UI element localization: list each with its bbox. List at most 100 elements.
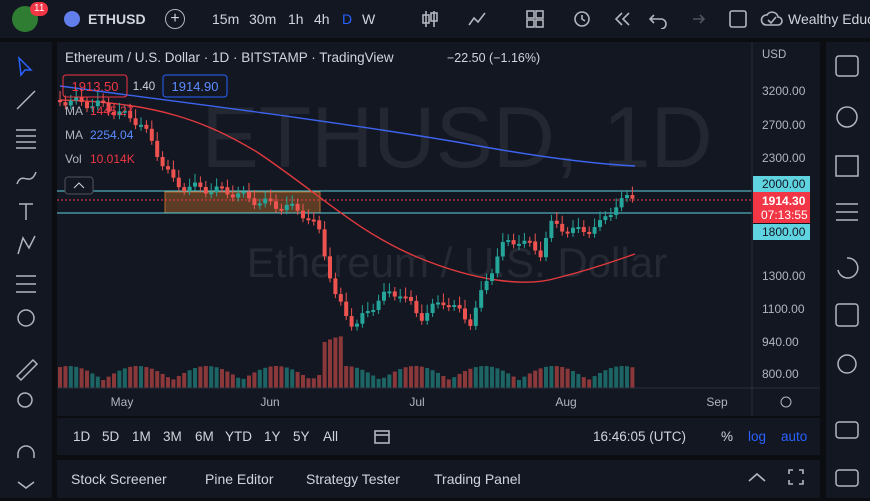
candle-body xyxy=(376,300,381,310)
chart-panel: ETHUSD, 1D Ethereum / U.S. Dollar Ethere… xyxy=(57,42,820,416)
range-button[interactable]: All xyxy=(323,429,339,444)
buy-box[interactable] xyxy=(162,74,228,98)
bottom-tab[interactable]: Strategy Tester xyxy=(306,471,400,487)
redo[interactable] xyxy=(686,9,706,29)
volume-bar xyxy=(560,367,565,388)
magnet-tool[interactable] xyxy=(17,445,35,458)
interval[interactable]: 4h xyxy=(314,11,330,27)
calendar[interactable] xyxy=(835,303,859,327)
expand-panel[interactable] xyxy=(747,470,767,486)
sell-box[interactable] xyxy=(62,74,128,98)
collapse-button[interactable] xyxy=(64,176,94,195)
interval[interactable]: D xyxy=(342,11,353,27)
account[interactable]: Wealthy Educ xyxy=(788,11,870,27)
volume-bar xyxy=(517,379,521,388)
candle-body xyxy=(473,307,478,326)
volume-bar xyxy=(522,376,527,388)
range-button[interactable]: 6M xyxy=(195,429,214,444)
undo[interactable] xyxy=(648,9,668,29)
lock-tool[interactable] xyxy=(17,481,35,489)
candle-body xyxy=(225,187,230,195)
range-button[interactable]: 1M xyxy=(132,429,151,444)
templates[interactable] xyxy=(525,9,545,29)
add-symbol[interactable]: + xyxy=(165,9,185,29)
scale-option[interactable]: % xyxy=(721,429,734,444)
interval[interactable]: 15m xyxy=(212,11,240,27)
prediction-tool[interactable] xyxy=(16,275,36,293)
range-button[interactable]: 3M xyxy=(163,429,182,444)
range-button[interactable]: 1D xyxy=(73,429,91,444)
indicators[interactable] xyxy=(467,9,487,29)
candle-body xyxy=(68,100,73,106)
range-button[interactable]: 5D xyxy=(102,429,120,444)
bottom-tab[interactable]: Stock Screener xyxy=(71,471,167,487)
candle-body xyxy=(565,231,570,234)
interval[interactable]: 30m xyxy=(249,11,277,27)
interval[interactable]: W xyxy=(362,11,376,27)
symbol[interactable]: ETHUSD xyxy=(88,11,146,27)
candle-body xyxy=(387,291,392,294)
volume-bar xyxy=(101,379,106,388)
alert[interactable] xyxy=(572,9,592,29)
volume-bar xyxy=(79,368,84,388)
candle-body xyxy=(398,296,403,299)
ma-slow xyxy=(59,85,636,167)
scale-option[interactable]: log xyxy=(748,429,767,444)
maximize-panel[interactable] xyxy=(787,468,805,486)
streams[interactable] xyxy=(835,469,859,487)
candle-body xyxy=(360,313,365,324)
volume-bar xyxy=(614,366,619,388)
icon-tool[interactable] xyxy=(17,309,35,327)
chats[interactable] xyxy=(835,421,859,439)
replay[interactable] xyxy=(612,9,632,29)
hotlist[interactable] xyxy=(837,257,859,279)
range-button[interactable]: 1Y xyxy=(264,429,281,444)
volume-bar xyxy=(598,372,602,388)
candle-body xyxy=(257,203,262,206)
candle-body xyxy=(598,220,602,228)
candle-body xyxy=(101,100,106,103)
lower-level-label: 1800.00 xyxy=(762,225,806,239)
candle-body xyxy=(533,241,538,251)
indicator-value: 2254.04 xyxy=(90,128,134,142)
ideas[interactable] xyxy=(837,354,857,374)
measure-tool[interactable] xyxy=(15,358,39,382)
trendline-tool[interactable] xyxy=(16,90,36,110)
candle-body xyxy=(63,102,68,106)
brush-tool[interactable] xyxy=(16,171,37,185)
interval[interactable]: 1h xyxy=(288,11,304,27)
range-button[interactable]: YTD xyxy=(225,429,252,444)
date-range[interactable] xyxy=(373,427,391,445)
volume-bar xyxy=(365,372,370,388)
volume-bar xyxy=(419,366,424,388)
candle-body xyxy=(306,218,311,221)
cursor-tool[interactable] xyxy=(18,55,33,77)
news[interactable] xyxy=(835,155,859,177)
watchlist[interactable] xyxy=(835,55,859,77)
data-window[interactable] xyxy=(836,203,858,221)
time-tick-label: Sep xyxy=(706,395,728,409)
pattern-tool[interactable] xyxy=(17,235,36,255)
range-button[interactable]: 5Y xyxy=(293,429,310,444)
candle-body xyxy=(274,201,278,209)
text-tool[interactable] xyxy=(19,203,33,220)
volume-bar xyxy=(311,378,316,388)
alerts[interactable] xyxy=(836,106,858,128)
bottom-tab[interactable]: Pine Editor xyxy=(205,471,274,487)
badge: 11 xyxy=(30,2,49,16)
zoom-tool[interactable] xyxy=(17,392,33,408)
candle-type[interactable] xyxy=(420,9,440,29)
volume-bar xyxy=(463,371,467,388)
candle-body xyxy=(571,227,575,233)
scale-option[interactable]: auto xyxy=(781,429,808,444)
settings-icon[interactable] xyxy=(780,396,792,408)
volume-bar xyxy=(284,367,289,388)
fullscreen[interactable] xyxy=(728,9,748,29)
bottom-tab[interactable]: Trading Panel xyxy=(434,471,521,487)
currency[interactable]: USD xyxy=(762,49,786,61)
cloud[interactable] xyxy=(760,9,784,29)
candle-body xyxy=(187,186,192,192)
fib-tool[interactable] xyxy=(16,129,36,149)
candle-body xyxy=(301,210,305,219)
candle-body xyxy=(171,169,176,178)
